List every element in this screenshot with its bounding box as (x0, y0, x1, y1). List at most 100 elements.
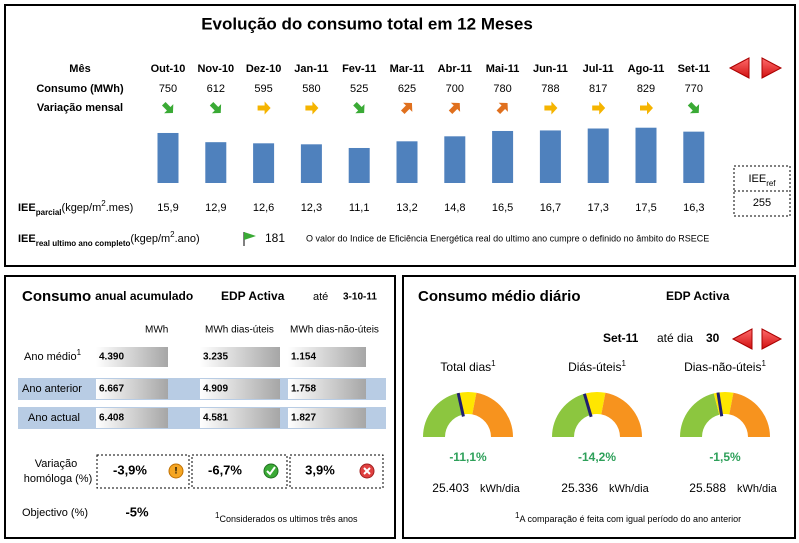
value-cell (288, 408, 366, 428)
month-label: Abr-11 (438, 63, 472, 75)
value-label: 700 (446, 83, 464, 95)
panel-title: Consumo anual acumulado (22, 288, 193, 305)
gauge-needle (456, 392, 465, 417)
iee-ref-label: IEEref (748, 173, 776, 188)
bar (396, 141, 418, 183)
iee-value: 16,7 (540, 202, 561, 214)
prev-button[interactable] (728, 57, 750, 79)
iee-ref-value: 255 (753, 197, 771, 209)
value-cell (96, 408, 168, 428)
row-label: Ano actual (28, 412, 80, 424)
value-label: 595 (254, 83, 272, 95)
text-part: 1 (77, 348, 82, 357)
gauge-segment (601, 392, 642, 437)
iee-real-label: IEEreal ultimo ano completo(kgep/m2.ano) (18, 230, 200, 248)
gauge-needle (583, 393, 593, 418)
gauge-unit: kWh/dia (480, 483, 521, 495)
cell-value: 4.390 (99, 352, 124, 363)
gauge-segment (472, 392, 513, 437)
iee-value: 17,5 (635, 202, 656, 214)
text-part: IEE (748, 173, 766, 185)
prev-button[interactable] (731, 328, 753, 350)
cell-value: 3.235 (203, 352, 228, 363)
value-label: 780 (493, 83, 511, 95)
text-part: Ano actual (28, 412, 80, 424)
row-label: Mês (69, 63, 90, 75)
trend-arrow (592, 101, 606, 115)
left-panel (4, 275, 396, 539)
bar (539, 130, 561, 183)
text-part: Considerados os ultimos três anos (219, 514, 358, 524)
date: 3-10-11 (343, 292, 377, 303)
value-cell (200, 347, 280, 367)
text-part: 1 (761, 359, 766, 368)
row-label: Variação mensal (37, 102, 123, 114)
site-label: EDP Activa (221, 289, 285, 303)
text-part: (kgep/m (62, 202, 102, 214)
text-part: real ultimo ano completo (36, 239, 131, 248)
gauge-value: 25.403 (432, 481, 469, 495)
objective-label: Objectivo (%) (22, 507, 88, 519)
bar (253, 143, 275, 183)
bar (587, 128, 609, 183)
value-cell (200, 379, 280, 399)
text-part: (kgep/m (130, 233, 170, 245)
row-label: Ano médio1 (24, 348, 82, 363)
gauge-segment (680, 393, 720, 437)
trend-arrow (496, 102, 508, 115)
date-prefix: até (313, 291, 328, 303)
gauge-segment (423, 393, 463, 437)
cell-value: 1.758 (291, 384, 316, 395)
iee-value: 17,3 (587, 202, 608, 214)
cell-value: 1.154 (291, 352, 316, 363)
text-part: 1 (491, 359, 496, 368)
next-button[interactable] (761, 57, 783, 79)
text-part: Consumo (22, 288, 91, 305)
iee-value: 11,1 (349, 202, 370, 214)
row-label: Consumo (MWh) (36, 83, 124, 95)
top-panel (4, 4, 796, 267)
trend-arrow (687, 101, 700, 114)
warning-icon: ! (168, 463, 184, 479)
day: 30 (706, 331, 720, 345)
error-icon (359, 463, 375, 479)
text-part: IEE (18, 233, 36, 245)
objective-value: -5% (125, 504, 149, 519)
value-label: 817 (589, 83, 607, 95)
month-label: Jan-11 (294, 63, 328, 75)
date-prefix: até dia (657, 331, 693, 345)
column-header: MWh (145, 325, 168, 336)
value-label: 829 (637, 83, 655, 95)
value-label: 770 (685, 83, 703, 95)
text-part: Dias-não-úteis (684, 360, 761, 374)
month-label: Jul-11 (583, 63, 614, 75)
gauge-unit: kWh/dia (737, 483, 778, 495)
iee-value: 14,8 (444, 202, 465, 214)
trend-arrow (353, 101, 365, 114)
text-part: .ano) (175, 233, 200, 245)
footnote: 1A comparação é feita com igual período … (515, 511, 741, 525)
text-part: ref (766, 179, 776, 188)
month-label: Fev-11 (342, 63, 376, 75)
trend-arrow (448, 102, 461, 115)
value-cell (96, 347, 168, 367)
bar (444, 136, 466, 183)
trend-arrow (640, 101, 653, 115)
gauge-change: -11,1% (449, 450, 487, 464)
trend-arrow (161, 101, 174, 114)
gauge-value: 25.336 (561, 481, 598, 495)
right-panel (402, 275, 796, 539)
cell-box (289, 454, 384, 489)
value-cell (96, 379, 168, 399)
text-part: 1 (515, 511, 520, 520)
text-part: anual acumulado (95, 289, 193, 303)
trend-arrow (305, 101, 319, 115)
gauge-change: -1,5% (709, 450, 741, 464)
month-label: Ago-11 (628, 63, 665, 75)
footnote: 1Considerados os ultimos três anos (215, 511, 358, 525)
next-button[interactable] (761, 328, 783, 350)
gauge-value: 25.588 (689, 481, 726, 495)
bar (300, 144, 322, 183)
iee-parcial-label: IEEparcial(kgep/m2.mes) (18, 199, 133, 217)
